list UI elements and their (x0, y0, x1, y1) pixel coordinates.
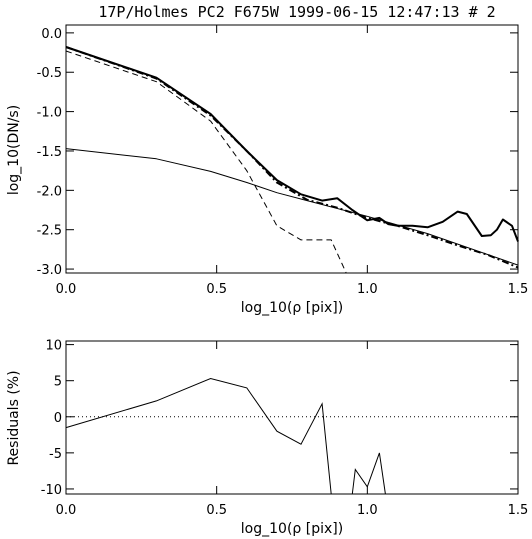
residuals-frame (65, 340, 519, 495)
residuals-y-tick-label: 5 (54, 375, 62, 390)
series-line-dash-dot (65, 46, 519, 269)
residuals-y-tick-label: -5 (49, 447, 62, 462)
residuals-y-tick-label: 0 (54, 411, 62, 426)
top-y-tick-label: -1.5 (37, 145, 62, 160)
y-axis-title: log_10(DN/s) (6, 105, 22, 195)
top-ticks: 0.0 0.5 1.0 1.5 0.0 -0.5 -1.0 -1.5 -2.0 -2.5 -3.0 (37, 25, 529, 297)
series-line-thin-solid (65, 148, 519, 266)
bottom-series (65, 377, 518, 495)
residuals-x-axis-title: log_10(ρ [pix]) (241, 521, 343, 537)
bottom-chart: 0.0 0.5 1.0 1.5 10 5 0 -5 -10 log_10(ρ [pix]) Re… (6, 339, 528, 537)
residuals-x-tick-label: 1.5 (508, 503, 529, 518)
top-y-tick-label: -3.0 (37, 263, 62, 278)
top-y-tick-label: -2.5 (37, 224, 62, 239)
residuals-line-segment (351, 452, 386, 495)
residuals-y-tick-label: 10 (45, 339, 62, 354)
top-series (65, 46, 519, 274)
top-chart: 17P/Holmes PC2 F675W 1999-06-15 12:47:13… (6, 3, 528, 316)
top-x-tick-label: 0.5 (206, 282, 227, 297)
bottom-ticks: 0.0 0.5 1.0 1.5 10 5 0 -5 -10 (41, 339, 529, 518)
top-y-tick-label: -0.5 (37, 66, 62, 81)
top-y-tick-label: 0.0 (41, 27, 62, 42)
series-line-dashed (65, 50, 347, 274)
top-y-tick-label: -1.0 (37, 106, 62, 121)
top-x-tick-label: 0.0 (56, 282, 77, 297)
x-axis-title: log_10(ρ [pix]) (241, 300, 343, 316)
top-x-tick-label: 1.5 (508, 282, 529, 297)
top-y-tick-label: -2.0 (37, 184, 62, 199)
top-x-tick-label: 1.0 (357, 282, 378, 297)
residuals-line-segment (65, 377, 332, 495)
chart-title: 17P/Holmes PC2 F675W 1999-06-15 12:47:13… (98, 3, 495, 21)
residuals-x-tick-label: 0.5 (206, 503, 227, 518)
plot-frame (65, 24, 519, 274)
residuals-y-tick-label: -10 (41, 483, 62, 498)
residuals-y-axis-title: Residuals (%) (6, 370, 22, 465)
residuals-x-tick-label: 0.0 (56, 503, 77, 518)
residuals-x-tick-label: 1.0 (357, 503, 378, 518)
series-line-thick-solid (65, 46, 519, 242)
